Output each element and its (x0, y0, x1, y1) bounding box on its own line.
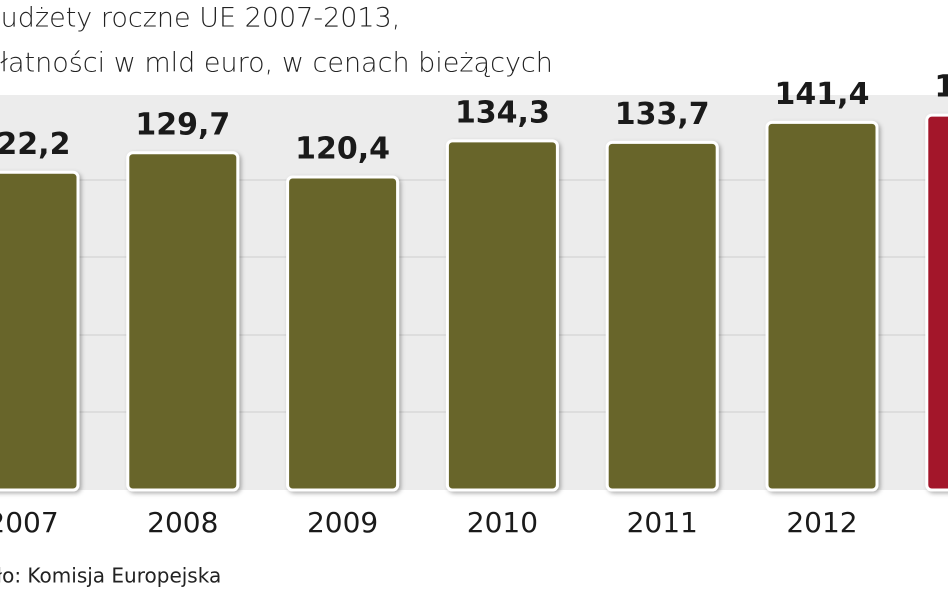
chart-subtitle: Płatności w mld euro, w cenach bieżących (0, 48, 553, 79)
x-tick-label: 2012 (786, 506, 857, 539)
bar (286, 175, 400, 492)
x-tick-label: 2007 (0, 506, 59, 539)
x-tick-label: 2009 (307, 506, 378, 539)
x-tick-label: 2008 (147, 506, 218, 539)
value-label: 120,4 (295, 131, 390, 166)
x-tick-label: 2011 (627, 506, 698, 539)
x-tick-label: 2013 (946, 506, 948, 539)
source: Źródło: Komisja Europejska (0, 564, 221, 588)
value-label: 144,2 (934, 70, 948, 105)
value-label: 129,7 (135, 107, 230, 142)
value-label: 141,4 (775, 77, 870, 112)
value-label: 122,2 (0, 127, 70, 162)
value-label: 134,3 (455, 95, 550, 130)
value-label: 133,7 (615, 97, 710, 132)
bar (445, 139, 559, 492)
bar (126, 151, 240, 492)
x-tick-label: 2010 (467, 506, 538, 539)
chart-title: Budżety roczne UE 2007-2013, (0, 3, 400, 34)
bar (605, 140, 719, 492)
bar (0, 170, 80, 492)
bar (925, 113, 948, 492)
bar (765, 120, 879, 492)
